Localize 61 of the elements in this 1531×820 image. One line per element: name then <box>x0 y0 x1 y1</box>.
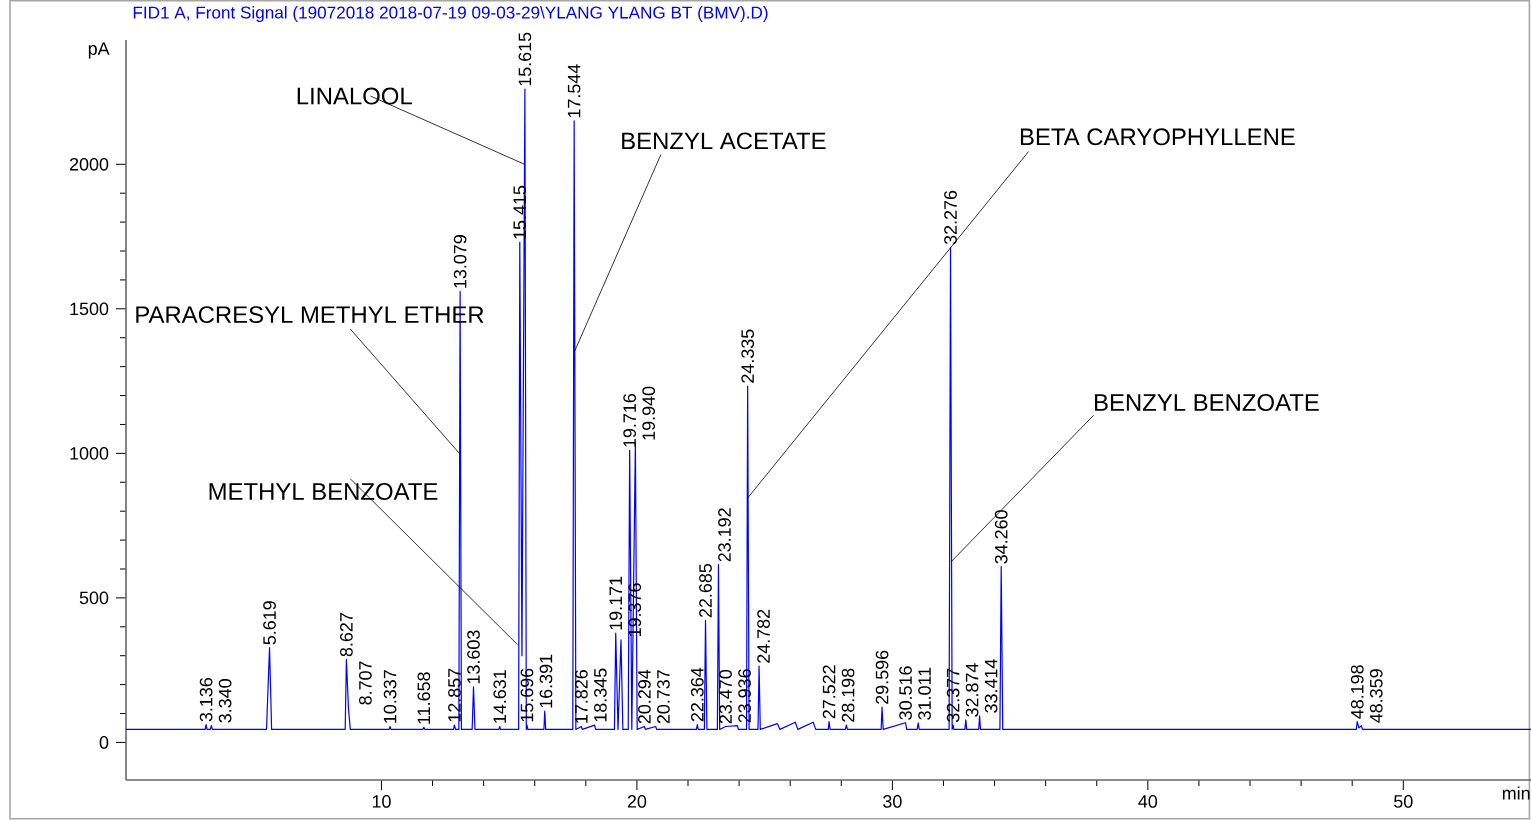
annotation: 19.940 <box>642 386 656 440</box>
y-tick-label: 500 <box>79 591 109 605</box>
annotation: 34.260 <box>994 510 1008 564</box>
annotation: 29.596 <box>875 650 889 704</box>
x-tick-label: 50 <box>1394 795 1413 808</box>
y-tick-label: 2000 <box>69 157 109 171</box>
annotation: 15.615 <box>518 32 532 86</box>
y-tick-label: 1500 <box>70 302 109 316</box>
annotation: 24.335 <box>741 329 755 383</box>
annotation: 32.377 <box>946 668 960 722</box>
annotation: 13.079 <box>453 235 467 288</box>
annotation: 5.619 <box>263 601 276 645</box>
annotation: 31.011 <box>918 667 931 720</box>
annotation: 19.716 <box>623 394 637 447</box>
annotation: 28.198 <box>841 668 855 722</box>
annotation: 3.136 <box>199 678 213 722</box>
annotation: 14.631 <box>493 670 507 723</box>
annotation: BENZYL ACETATE <box>622 132 826 150</box>
annotation: BETA CARYOPHYLLENE <box>1020 128 1295 146</box>
y-axis-title: pA <box>88 42 110 59</box>
x-tick-label: 10 <box>372 795 391 808</box>
annotation: 32.276 <box>944 190 957 245</box>
x-tick-label: 40 <box>1138 795 1158 808</box>
annotation: 30.516 <box>899 666 912 720</box>
annotation: 24.782 <box>757 609 770 663</box>
annotation: 23.192 <box>718 508 731 562</box>
annotation: 17.826 <box>575 670 588 723</box>
annotation: 22.685 <box>699 563 712 618</box>
annotation: 23.936 <box>738 669 751 723</box>
annotation: 19.171 <box>609 576 623 630</box>
annotation: 48.198 <box>1350 665 1364 719</box>
x-tick-label: 30 <box>883 795 902 808</box>
annotation: LINALOOL <box>297 87 412 105</box>
annotation: 16.391 <box>539 654 553 708</box>
annotation: 22.364 <box>690 667 704 722</box>
annotation: METHYL BENZOATE <box>209 483 438 500</box>
annotation: 8.707 <box>359 661 372 705</box>
y-tick-label: 1000 <box>70 447 109 460</box>
annotation: 15.696 <box>520 668 534 722</box>
annotation: 27.522 <box>822 665 836 719</box>
annotation: 10.337 <box>383 670 397 723</box>
x-tick-label: 20 <box>627 795 647 808</box>
annotation: 8.627 <box>340 613 353 657</box>
y-tick-label: 0 <box>99 736 109 749</box>
annotation: 48.359 <box>1369 669 1383 723</box>
annotation: 32.874 <box>965 663 979 717</box>
annotation: 20.294 <box>638 669 651 724</box>
annotation: 19.376 <box>628 583 642 637</box>
annotation: 33.414 <box>984 659 998 713</box>
annotation: 18.345 <box>594 668 607 722</box>
annotation: 13.603 <box>467 630 480 684</box>
annotation: 12.857 <box>448 668 461 722</box>
x-axis-title: min <box>1502 786 1530 800</box>
annotation: 11.658 <box>417 672 431 724</box>
annotation: 3.340 <box>218 679 232 723</box>
annotation: 23.470 <box>719 669 732 724</box>
annotation: BENZYL BENZOATE <box>1095 394 1319 411</box>
annotation: 17.544 <box>567 64 581 118</box>
annotation: 20.737 <box>657 670 670 724</box>
chart-title: FID1 A, Front Signal (19072018 2018-07-19 09-03-29\YLANG YLANG BT (BMV).D) <box>133 6 768 22</box>
annotation: 15.415 <box>513 185 527 239</box>
